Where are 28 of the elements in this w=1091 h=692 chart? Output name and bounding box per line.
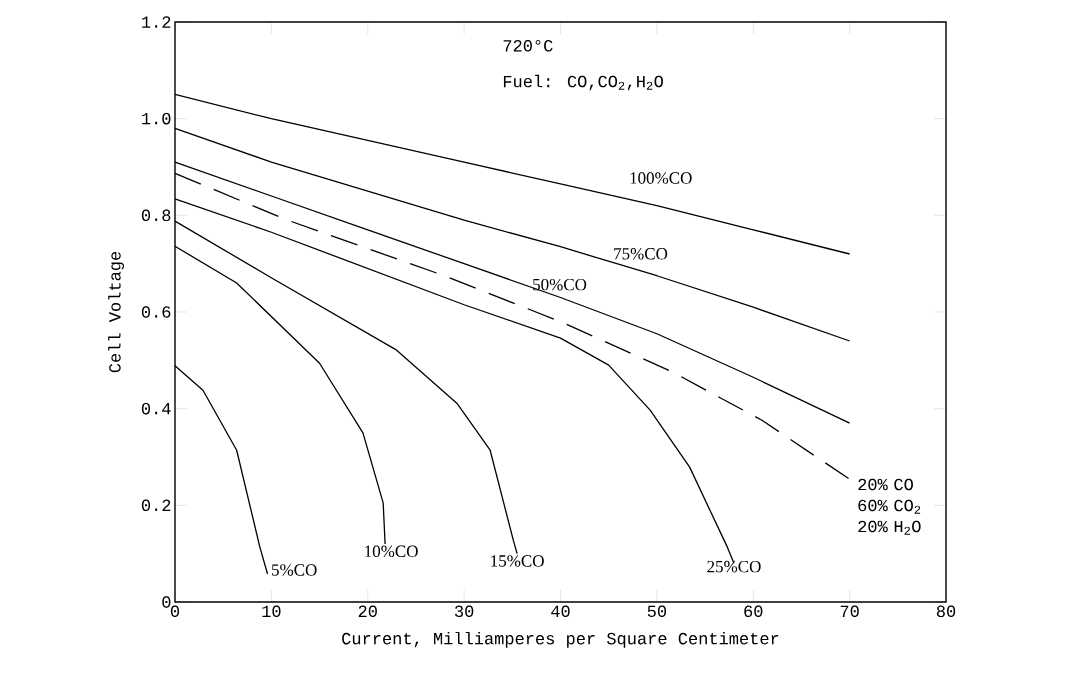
series-label: 5%CO bbox=[272, 564, 317, 576]
y-tick-label: 0.2 bbox=[141, 499, 171, 512]
series-label: 15%CO bbox=[491, 555, 544, 567]
x-tick-label: 40 bbox=[551, 605, 570, 618]
annotation: 720°C bbox=[503, 40, 553, 52]
x-tick-label: 80 bbox=[936, 605, 956, 618]
y-tick-label: 0.8 bbox=[141, 209, 171, 222]
series-label: 75%CO bbox=[614, 248, 668, 260]
y-tick-label: 0.6 bbox=[141, 306, 171, 318]
x-tick-label: 60 bbox=[744, 605, 763, 618]
series-label: 20% CO 60% CO$_{2}$ 20% H$_{2}$O bbox=[858, 478, 921, 535]
series-label: 25%CO bbox=[707, 560, 761, 573]
y-tick-label: 0.4 bbox=[141, 402, 171, 415]
x-tick-label: 50 bbox=[647, 605, 667, 618]
y-tick-label: 1.0 bbox=[142, 112, 171, 125]
x-tick-label: 30 bbox=[454, 605, 474, 618]
series-label: 10%CO bbox=[365, 545, 418, 558]
x-tick-label: 70 bbox=[840, 605, 859, 618]
x-tick-label: 20 bbox=[358, 605, 377, 618]
series-label: 100%CO bbox=[630, 172, 692, 184]
x-tick-label: 10 bbox=[262, 605, 281, 618]
y-axis-title: Cell Voltage bbox=[108, 251, 125, 373]
series-label: 50%CO bbox=[533, 278, 587, 291]
x-tick-label: 0 bbox=[170, 605, 180, 618]
x-axis-title: Current, Milliamperes per Square Centimeter bbox=[342, 631, 779, 648]
annotation: Fuel: CO,CO$_{2}$,H$_{2}$O bbox=[503, 74, 663, 91]
y-tick-label: 1.2 bbox=[142, 16, 171, 28]
y-tick-label: 0 bbox=[162, 596, 171, 608]
